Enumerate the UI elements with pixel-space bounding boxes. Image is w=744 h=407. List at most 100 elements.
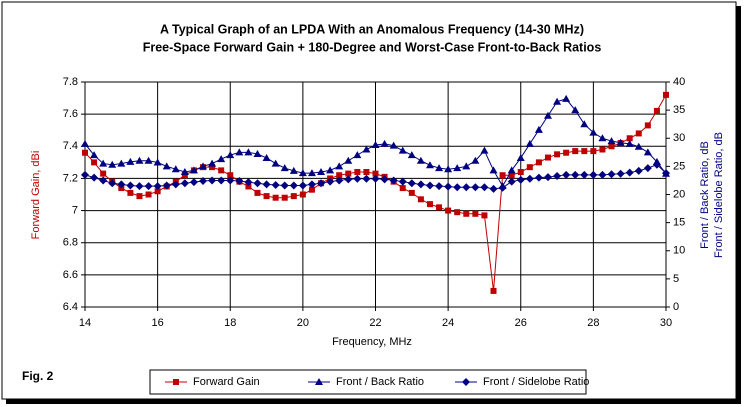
y2-axis-label: Front / Back Ratio, dB: [699, 141, 711, 249]
marker: [517, 169, 524, 175]
y2-tick-label: 35: [673, 104, 685, 116]
marker: [91, 159, 98, 166]
marker: [181, 172, 188, 179]
marker: [317, 168, 326, 175]
marker: [408, 189, 415, 196]
marker: [281, 194, 288, 201]
marker: [435, 164, 444, 172]
marker: [507, 166, 516, 174]
marker: [634, 166, 643, 175]
marker: [571, 170, 580, 179]
marker: [489, 166, 498, 174]
marker: [572, 148, 579, 155]
marker: [635, 130, 642, 137]
marker: [362, 174, 371, 183]
marker: [171, 165, 180, 173]
marker: [563, 149, 570, 156]
marker: [199, 162, 208, 170]
marker: [426, 201, 433, 208]
legend-label: Front / Back Ratio: [336, 376, 424, 388]
marker: [643, 164, 652, 173]
marker: [453, 164, 462, 172]
marker: [489, 184, 498, 193]
marker: [162, 181, 171, 190]
marker: [289, 166, 298, 174]
marker: [153, 182, 162, 191]
marker: [444, 165, 453, 173]
marker: [353, 174, 362, 183]
marker: [345, 170, 352, 177]
x-axis-label: Frequency, MHz: [332, 336, 412, 348]
x-tick-label: 30: [660, 317, 672, 329]
marker: [607, 137, 616, 145]
marker: [662, 169, 670, 178]
marker: [462, 183, 471, 192]
marker: [245, 183, 252, 190]
marker: [490, 287, 497, 294]
marker: [108, 179, 117, 188]
marker: [81, 139, 89, 147]
marker: [135, 182, 144, 191]
marker: [398, 146, 407, 154]
marker: [444, 182, 453, 191]
marker: [553, 171, 562, 180]
y-tick-label: 7.8: [63, 76, 78, 88]
marker: [652, 160, 661, 169]
marker: [599, 146, 606, 153]
x-tick-label: 28: [587, 317, 599, 329]
y-tick-label: 6.4: [63, 301, 78, 313]
annotation: Fig. 2: [22, 369, 54, 383]
marker: [173, 379, 179, 385]
marker: [280, 164, 289, 172]
marker: [308, 186, 315, 193]
marker: [126, 181, 135, 190]
marker: [445, 207, 452, 214]
y-tick-label: 6.8: [63, 237, 78, 249]
marker: [307, 169, 316, 177]
marker: [436, 204, 443, 211]
marker: [235, 177, 244, 185]
marker: [162, 162, 171, 170]
marker: [253, 150, 262, 157]
y-tick-label: 7.6: [63, 108, 78, 120]
marker: [244, 148, 253, 156]
marker: [263, 193, 270, 200]
marker: [208, 159, 217, 167]
marker: [516, 153, 525, 161]
y-tick-label: 7.4: [63, 140, 78, 152]
marker: [235, 148, 244, 156]
marker: [117, 180, 126, 189]
marker: [108, 160, 117, 168]
marker: [534, 125, 543, 133]
y-tick-label: 7.2: [63, 172, 78, 184]
marker: [371, 141, 380, 148]
marker: [607, 170, 616, 179]
marker: [354, 169, 361, 175]
marker: [462, 378, 470, 386]
marker: [326, 177, 335, 186]
x-tick-label: 20: [297, 317, 309, 329]
chart-title: A Typical Graph of an LPDA With an Anoma…: [160, 22, 584, 36]
marker: [180, 168, 189, 175]
y2-tick-label: 30: [673, 132, 685, 144]
marker: [598, 134, 607, 142]
marker: [554, 151, 561, 158]
x-tick-label: 18: [224, 317, 236, 329]
marker: [244, 178, 253, 187]
marker: [217, 155, 226, 163]
marker: [471, 183, 480, 192]
marker: [227, 172, 234, 179]
marker: [315, 378, 323, 385]
marker: [127, 189, 134, 196]
marker: [425, 161, 434, 169]
marker: [389, 176, 398, 185]
marker: [335, 162, 344, 170]
marker: [290, 193, 297, 200]
marker: [543, 173, 552, 182]
marker: [471, 156, 480, 164]
marker: [380, 175, 389, 184]
x-tick-label: 14: [79, 317, 91, 329]
x-tick-label: 24: [442, 317, 454, 329]
marker: [289, 181, 298, 190]
